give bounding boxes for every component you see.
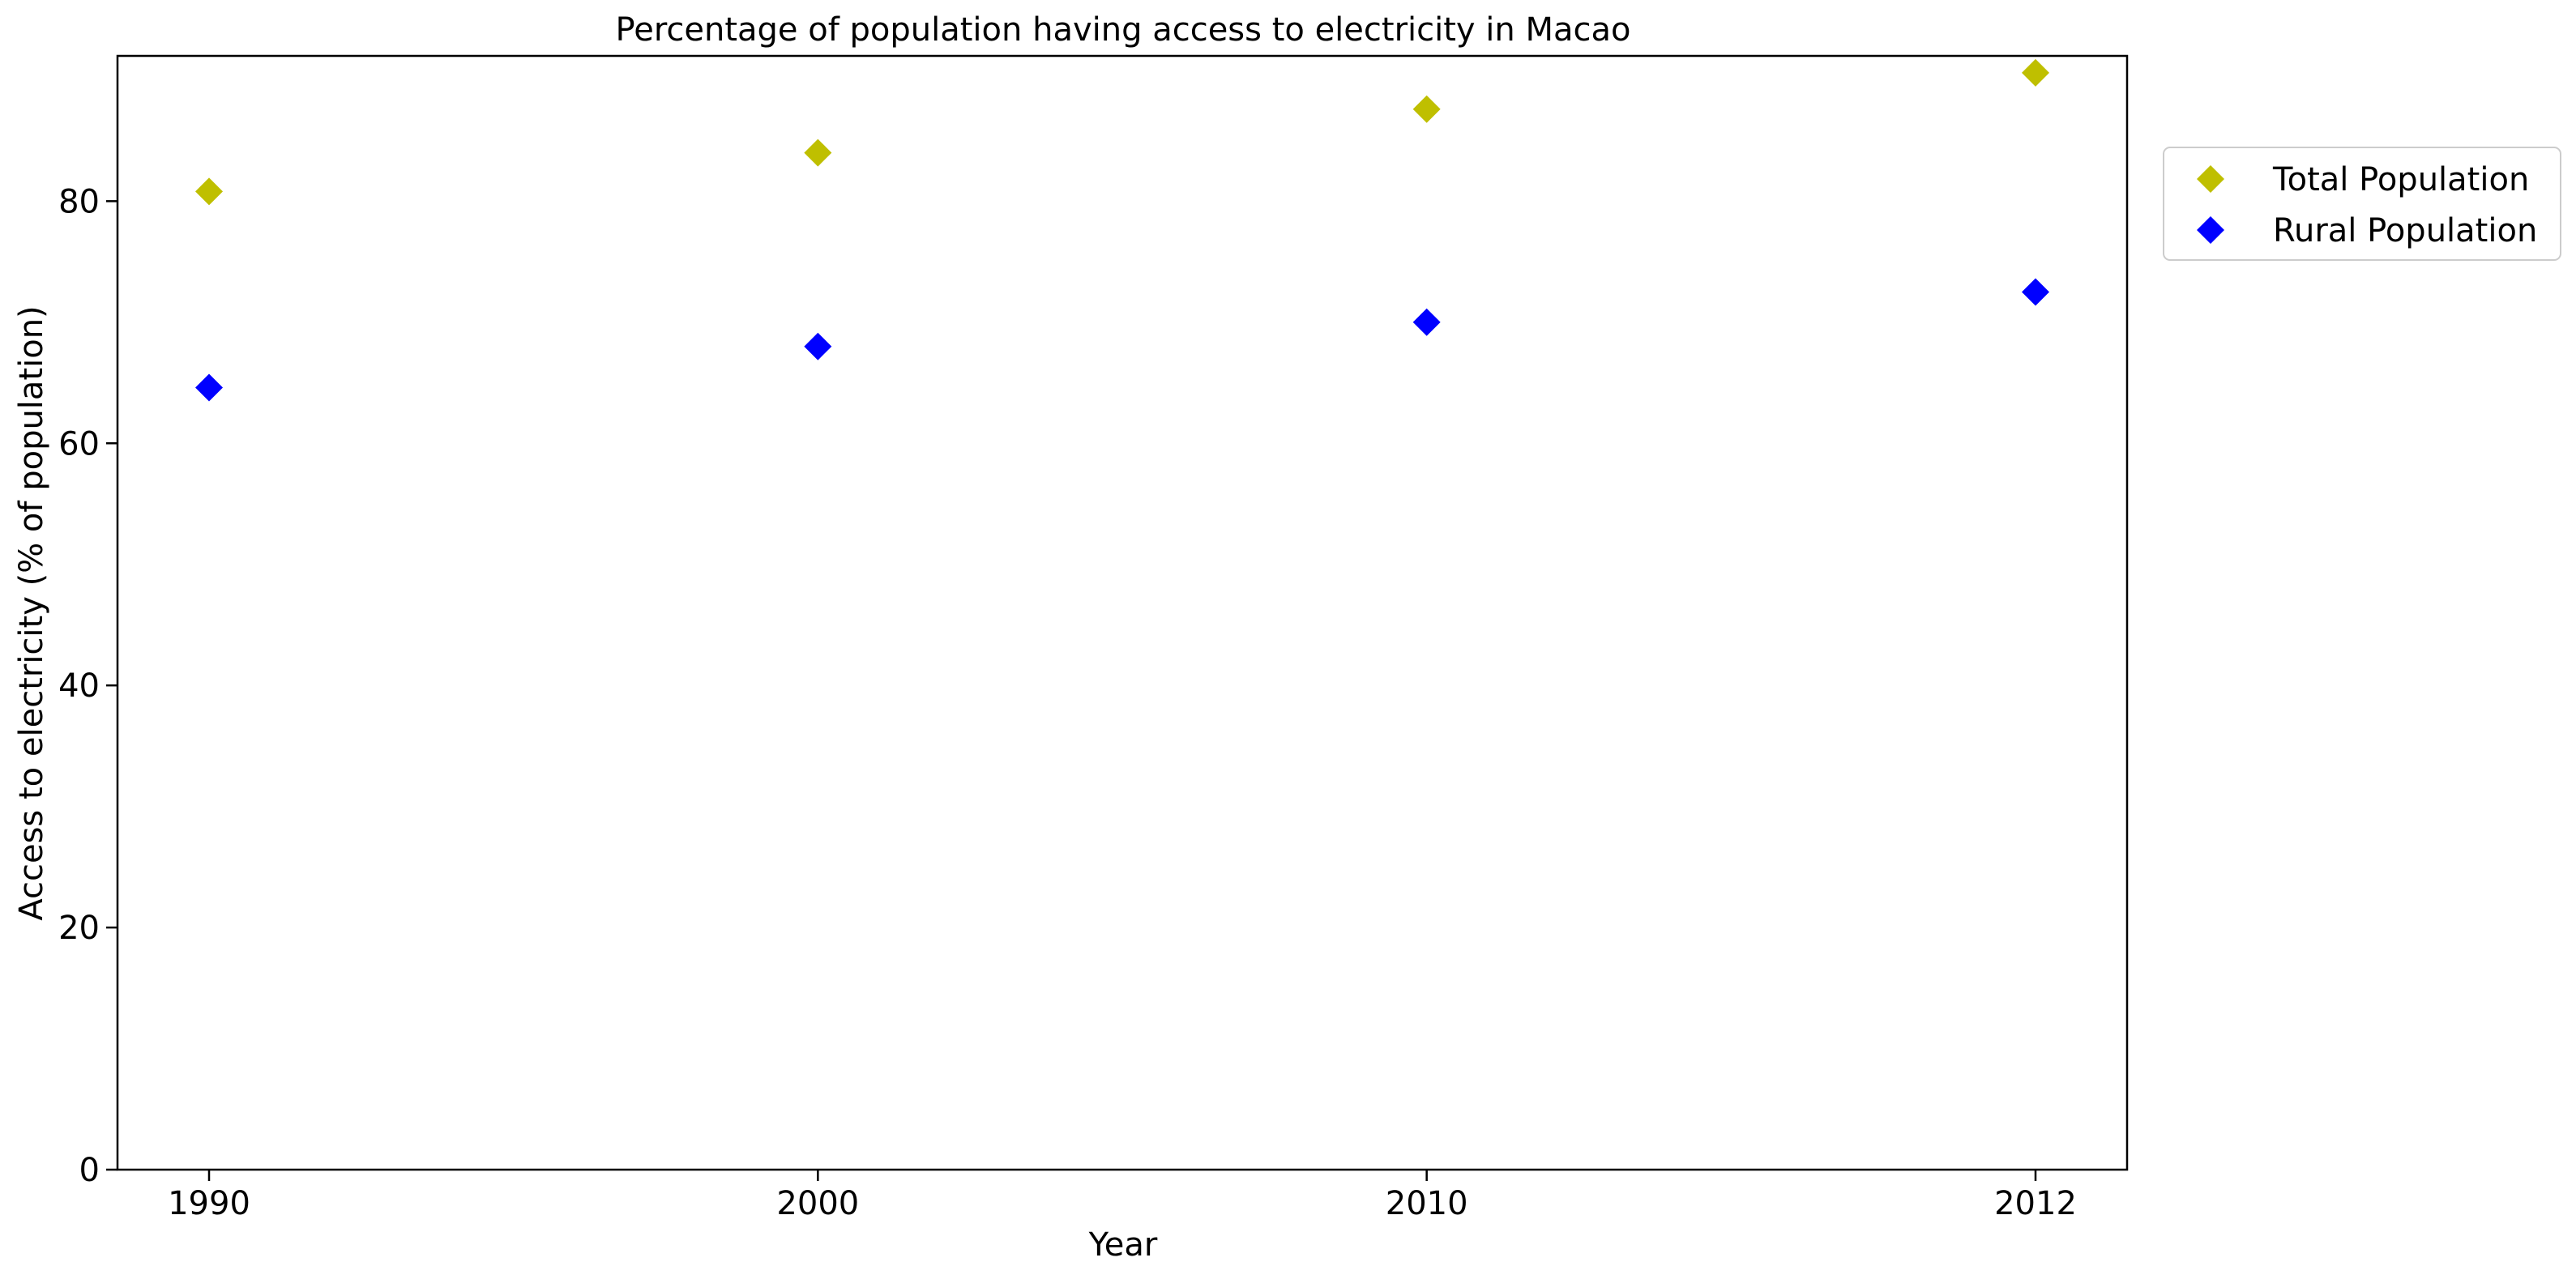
plot-area <box>116 54 2129 1171</box>
legend: Total Population Rural Population <box>2163 147 2561 261</box>
y-tick-label: 40 <box>58 667 100 705</box>
x-tick-label: 1990 <box>168 1185 250 1222</box>
chart-title: Percentage of population having access t… <box>616 11 1631 49</box>
data-points <box>195 58 2049 402</box>
y-axis-label: Access to electricity (% of population) <box>13 305 50 920</box>
rural-population-point <box>804 332 832 360</box>
y-tick-label: 80 <box>58 183 100 220</box>
x-axis: 1990 2000 2010 2012 <box>168 1170 2077 1222</box>
total-population-point <box>195 177 223 206</box>
rural-population-point <box>1412 308 1441 336</box>
x-axis-label: Year <box>1088 1226 1158 1264</box>
total-population-point <box>1412 95 1441 123</box>
x-tick-label: 2000 <box>776 1185 859 1222</box>
rural-population-point <box>195 373 223 402</box>
legend-marker-total-population <box>2197 165 2224 193</box>
legend-label-total-population: Total Population <box>2272 161 2529 198</box>
x-tick-label: 2010 <box>1386 1185 1468 1222</box>
x-tick-label: 2012 <box>1994 1185 2077 1222</box>
legend-marker-rural-population <box>2197 216 2224 244</box>
y-axis: 0 20 40 60 80 <box>58 183 117 1189</box>
y-tick-label: 20 <box>58 910 100 947</box>
y-tick-label: 0 <box>79 1152 100 1189</box>
rural-population-point <box>2022 278 2049 306</box>
legend-label-rural-population: Rural Population <box>2273 212 2537 249</box>
legend-box <box>2163 147 2561 261</box>
y-tick-label: 60 <box>58 425 100 463</box>
total-population-point <box>2022 58 2049 87</box>
total-population-point <box>804 139 832 167</box>
